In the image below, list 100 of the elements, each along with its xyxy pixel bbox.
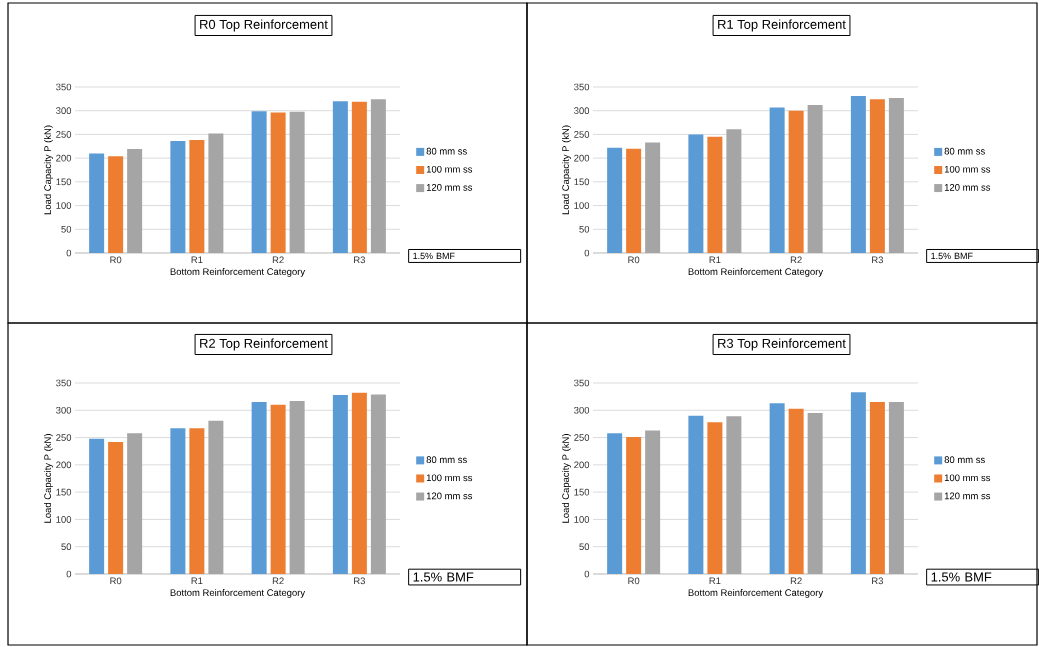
y-tick-label: 300 bbox=[56, 406, 72, 414]
bar bbox=[189, 428, 205, 574]
y-tick-label: 250 bbox=[56, 131, 72, 138]
y-tick-label: 50 bbox=[579, 543, 590, 551]
text: 1.5% BMF bbox=[931, 572, 992, 582]
chart-title: R1 Top Reinforcement bbox=[718, 19, 846, 32]
text: 1.5% BMF bbox=[413, 572, 474, 582]
y-axis-title: Load Capacity P (kN) bbox=[44, 434, 53, 523]
y-tick-label: 250 bbox=[574, 434, 590, 441]
legend-label: 120 mm ss bbox=[426, 492, 473, 500]
chart-title: R0 Top Reinforcement bbox=[200, 19, 328, 32]
y-tick-label: 200 bbox=[56, 154, 72, 162]
y-tick-label: 350 bbox=[574, 379, 590, 387]
y-tick-label: 300 bbox=[56, 107, 72, 115]
x-tick-label: R1 bbox=[709, 256, 721, 264]
x-tick-label: R3 bbox=[354, 256, 366, 264]
chart-title: R3 Top Reinforcement bbox=[718, 338, 846, 351]
bar bbox=[607, 433, 623, 574]
y-axis-title: Load Capacity P (kN) bbox=[562, 125, 571, 215]
bar bbox=[707, 422, 723, 574]
x-tick-label: R0 bbox=[628, 577, 640, 585]
bar bbox=[726, 129, 742, 253]
y-tick-label: 150 bbox=[56, 178, 72, 186]
bar bbox=[351, 101, 367, 253]
x-tick-label: R2 bbox=[272, 256, 284, 264]
x-axis-title: Bottom Reinforcement Category bbox=[688, 589, 824, 598]
x-tick-label: R2 bbox=[272, 577, 284, 585]
bar bbox=[108, 441, 124, 574]
bar bbox=[769, 107, 785, 253]
bar bbox=[707, 136, 723, 253]
y-tick-label: 350 bbox=[56, 83, 72, 91]
x-tick-label: R0 bbox=[110, 256, 122, 264]
x-tick-label: R3 bbox=[872, 256, 884, 264]
bar bbox=[351, 392, 367, 574]
x-tick-label: R3 bbox=[872, 577, 884, 585]
bar bbox=[289, 400, 305, 574]
y-tick-label: 300 bbox=[574, 107, 590, 115]
x-tick-label: R2 bbox=[790, 577, 802, 585]
y-tick-label: 150 bbox=[56, 488, 72, 496]
bar bbox=[645, 142, 661, 253]
legend-label: 100 mm ss bbox=[944, 165, 991, 173]
bar bbox=[688, 134, 704, 253]
legend-label: 80 mm ss bbox=[426, 456, 467, 464]
x-tick-label: R1 bbox=[191, 256, 203, 264]
bar bbox=[370, 99, 386, 253]
y-tick-label: 250 bbox=[56, 434, 72, 441]
x-tick-label: R2 bbox=[790, 256, 802, 264]
y-tick-label: 300 bbox=[574, 406, 590, 414]
x-tick-label: R0 bbox=[110, 577, 122, 585]
bar bbox=[289, 111, 305, 253]
bar bbox=[888, 97, 904, 253]
bar bbox=[850, 392, 866, 574]
y-tick-label: 0 bbox=[66, 570, 72, 578]
bar bbox=[89, 153, 105, 253]
bar bbox=[127, 149, 143, 253]
legend-label: 80 mm ss bbox=[426, 147, 467, 155]
y-axis-title: Load Capacity P (kN) bbox=[562, 434, 571, 523]
bar bbox=[189, 140, 205, 253]
bar bbox=[170, 141, 186, 253]
y-tick-label: 100 bbox=[574, 516, 590, 523]
chart-title: R2 Top Reinforcement bbox=[200, 338, 328, 351]
bar bbox=[270, 404, 286, 574]
bar bbox=[788, 110, 804, 253]
bar bbox=[726, 416, 742, 574]
bar bbox=[270, 112, 286, 253]
x-tick-label: R1 bbox=[191, 577, 203, 585]
y-tick-label: 350 bbox=[574, 83, 590, 91]
y-tick-label: 150 bbox=[574, 488, 590, 496]
x-tick-label: R3 bbox=[354, 577, 366, 585]
bar bbox=[127, 433, 143, 574]
y-tick-label: 200 bbox=[574, 461, 590, 469]
bar bbox=[626, 148, 642, 253]
bar bbox=[645, 430, 661, 574]
bar bbox=[850, 96, 866, 253]
y-tick-label: 0 bbox=[584, 249, 590, 257]
legend-label: 80 mm ss bbox=[944, 147, 985, 155]
x-axis-title: Bottom Reinforcement Category bbox=[170, 268, 306, 277]
bar bbox=[888, 402, 904, 574]
y-tick-label: 0 bbox=[584, 570, 590, 578]
y-tick-label: 200 bbox=[574, 154, 590, 162]
x-tick-label: R1 bbox=[709, 577, 721, 585]
legend-label: 120 mm ss bbox=[944, 492, 991, 500]
x-tick-label: R0 bbox=[628, 256, 640, 264]
bar bbox=[807, 413, 823, 574]
bar bbox=[807, 105, 823, 253]
y-tick-label: 50 bbox=[61, 543, 72, 551]
legend-label: 100 mm ss bbox=[426, 165, 473, 173]
text: 1.5% BMF bbox=[931, 252, 973, 260]
legend-label: 100 mm ss bbox=[944, 474, 991, 482]
bar bbox=[251, 402, 267, 574]
y-tick-label: 250 bbox=[574, 131, 590, 138]
y-tick-label: 200 bbox=[56, 461, 72, 469]
text: 1.5% BMF bbox=[413, 252, 455, 260]
bar bbox=[208, 420, 224, 574]
legend-label: 120 mm ss bbox=[426, 184, 473, 191]
bar bbox=[769, 403, 785, 574]
legend-label: 100 mm ss bbox=[426, 474, 473, 482]
bar bbox=[108, 156, 124, 253]
bar bbox=[208, 133, 224, 253]
y-tick-label: 0 bbox=[66, 249, 72, 257]
